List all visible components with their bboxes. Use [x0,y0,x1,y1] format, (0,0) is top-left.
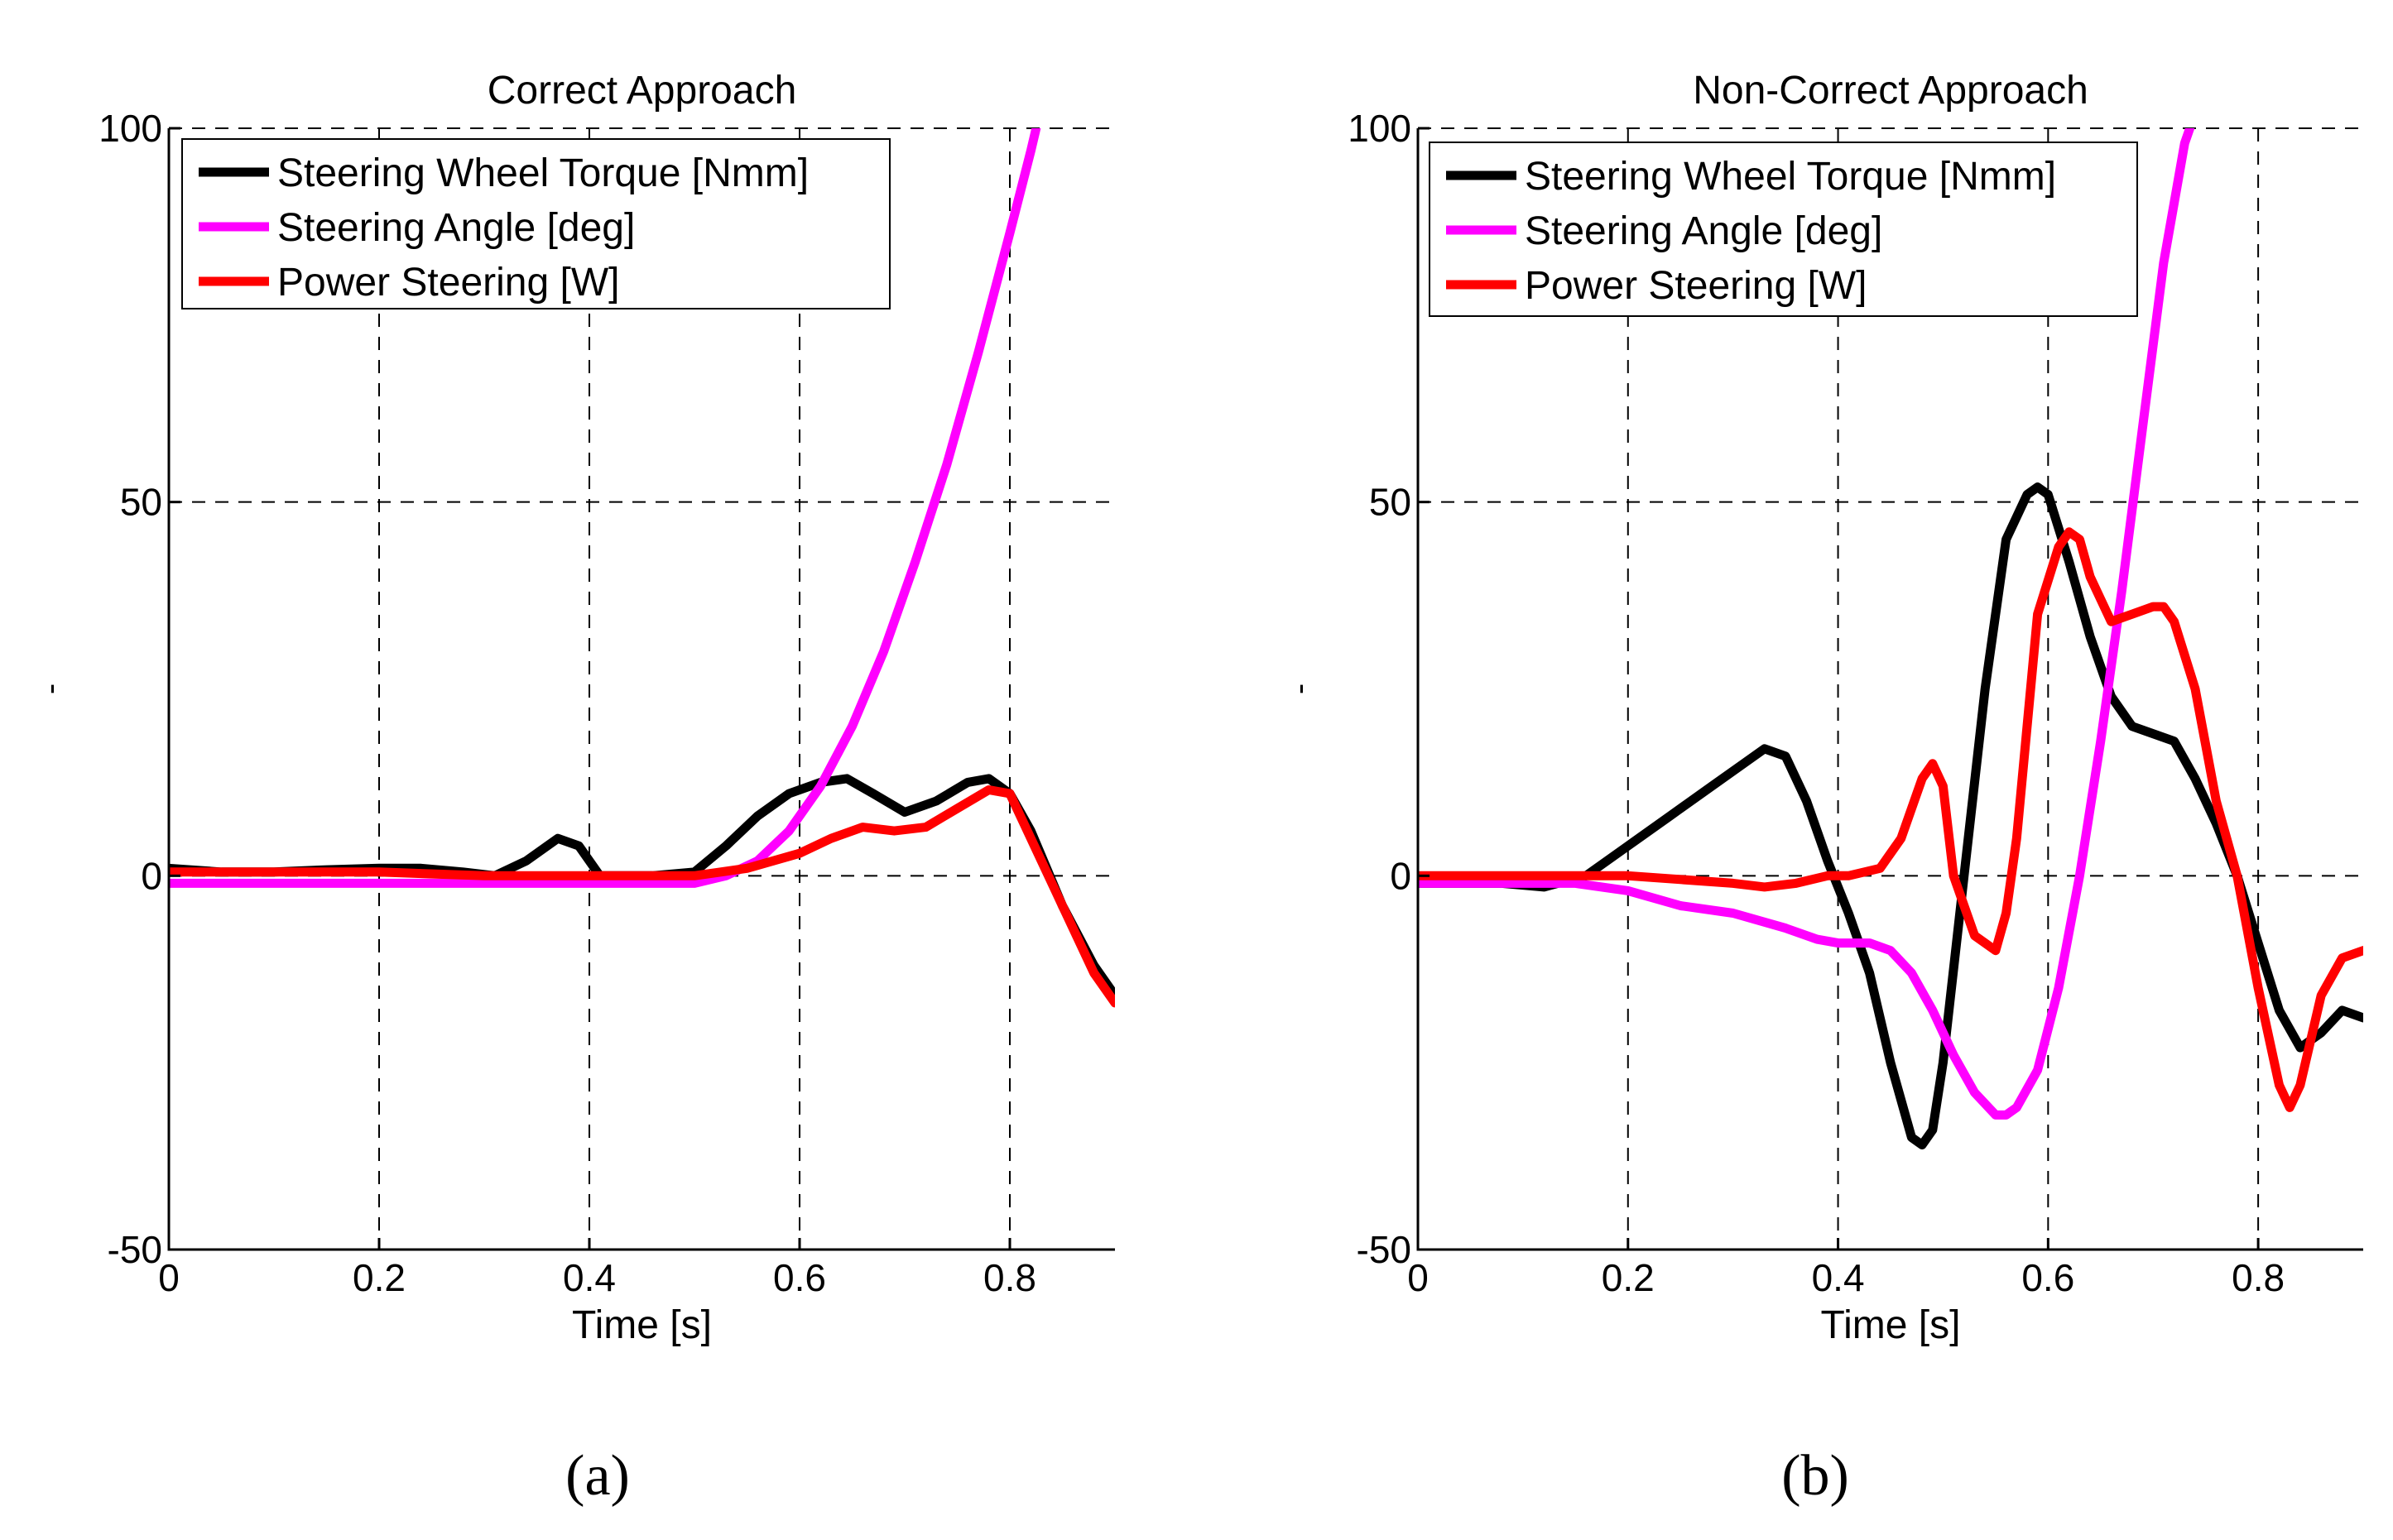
panel-a-legend-label-torque: Steering Wheel Torque [Nmm] [277,151,809,195]
panel-b-legend-box [1429,142,2138,317]
caption-a: (a) [565,1444,630,1508]
panel-a-xtick-label: 0.6 [773,1256,826,1299]
panel-a-ytick-label: 0 [141,854,162,897]
panel-b-xtick-label: 0.2 [1602,1256,1655,1299]
panel-b-xtick-label: 0.4 [1812,1256,1865,1299]
panel-b-xlabel: Time [s] [1821,1303,1961,1347]
panel-a-xtick-label: 0.4 [563,1256,616,1299]
panel-a-ytick-label: 50 [120,481,162,524]
panel-a-legend-box [181,138,891,309]
panel-b-ytick-label: 0 [1390,854,1411,897]
caption-b: (b) [1781,1444,1849,1508]
panel-a-legend-label-power: Power Steering [W] [277,261,619,305]
panel-b-xtick-label: 0.8 [2232,1256,2285,1299]
panel-b-series-line-angle [1418,128,2195,1120]
panel-b-legend-label-angle: Steering Angle [deg] [1525,209,1882,253]
panel-a-series-line-torque [169,774,1115,1000]
panel-a-xtick-label: 0.8 [983,1256,1036,1299]
panel-b-ytick-label: 50 [1369,481,1411,524]
panel-a-xlabel: Time [s] [572,1303,712,1347]
panel-a-series-line-angle [169,128,1041,888]
panel-b-xtick-label: 0 [1407,1256,1429,1299]
panel-b-legend-label-power: Power Steering [W] [1525,264,1867,308]
panel-a-series-line-power [169,785,1115,1008]
panel-b-legend-label-torque: Steering Wheel Torque [Nmm] [1525,155,2056,199]
panel-b-ytick-label: 100 [1348,107,1411,150]
panel-a-ytick-label: -50 [108,1228,162,1271]
panel-a-ytick-label: 100 [99,107,162,150]
panel-a-title: Correct Approach [488,69,797,113]
panel-a-legend-label-angle: Steering Angle [deg] [277,206,635,250]
panel-b-xtick-label: 0.6 [2021,1256,2074,1299]
panel-a-xtick-label: 0.2 [353,1256,406,1299]
panel-b-ylabel: - [1281,684,1318,694]
panel-b-title: Non-Correct Approach [1693,69,2088,113]
panel-a-ylabel: - [32,684,69,694]
panel-b-ytick-label: -50 [1357,1228,1411,1271]
panel-a-xtick-label: 0 [158,1256,180,1299]
panel-b-series-line-power [1418,527,2363,1112]
